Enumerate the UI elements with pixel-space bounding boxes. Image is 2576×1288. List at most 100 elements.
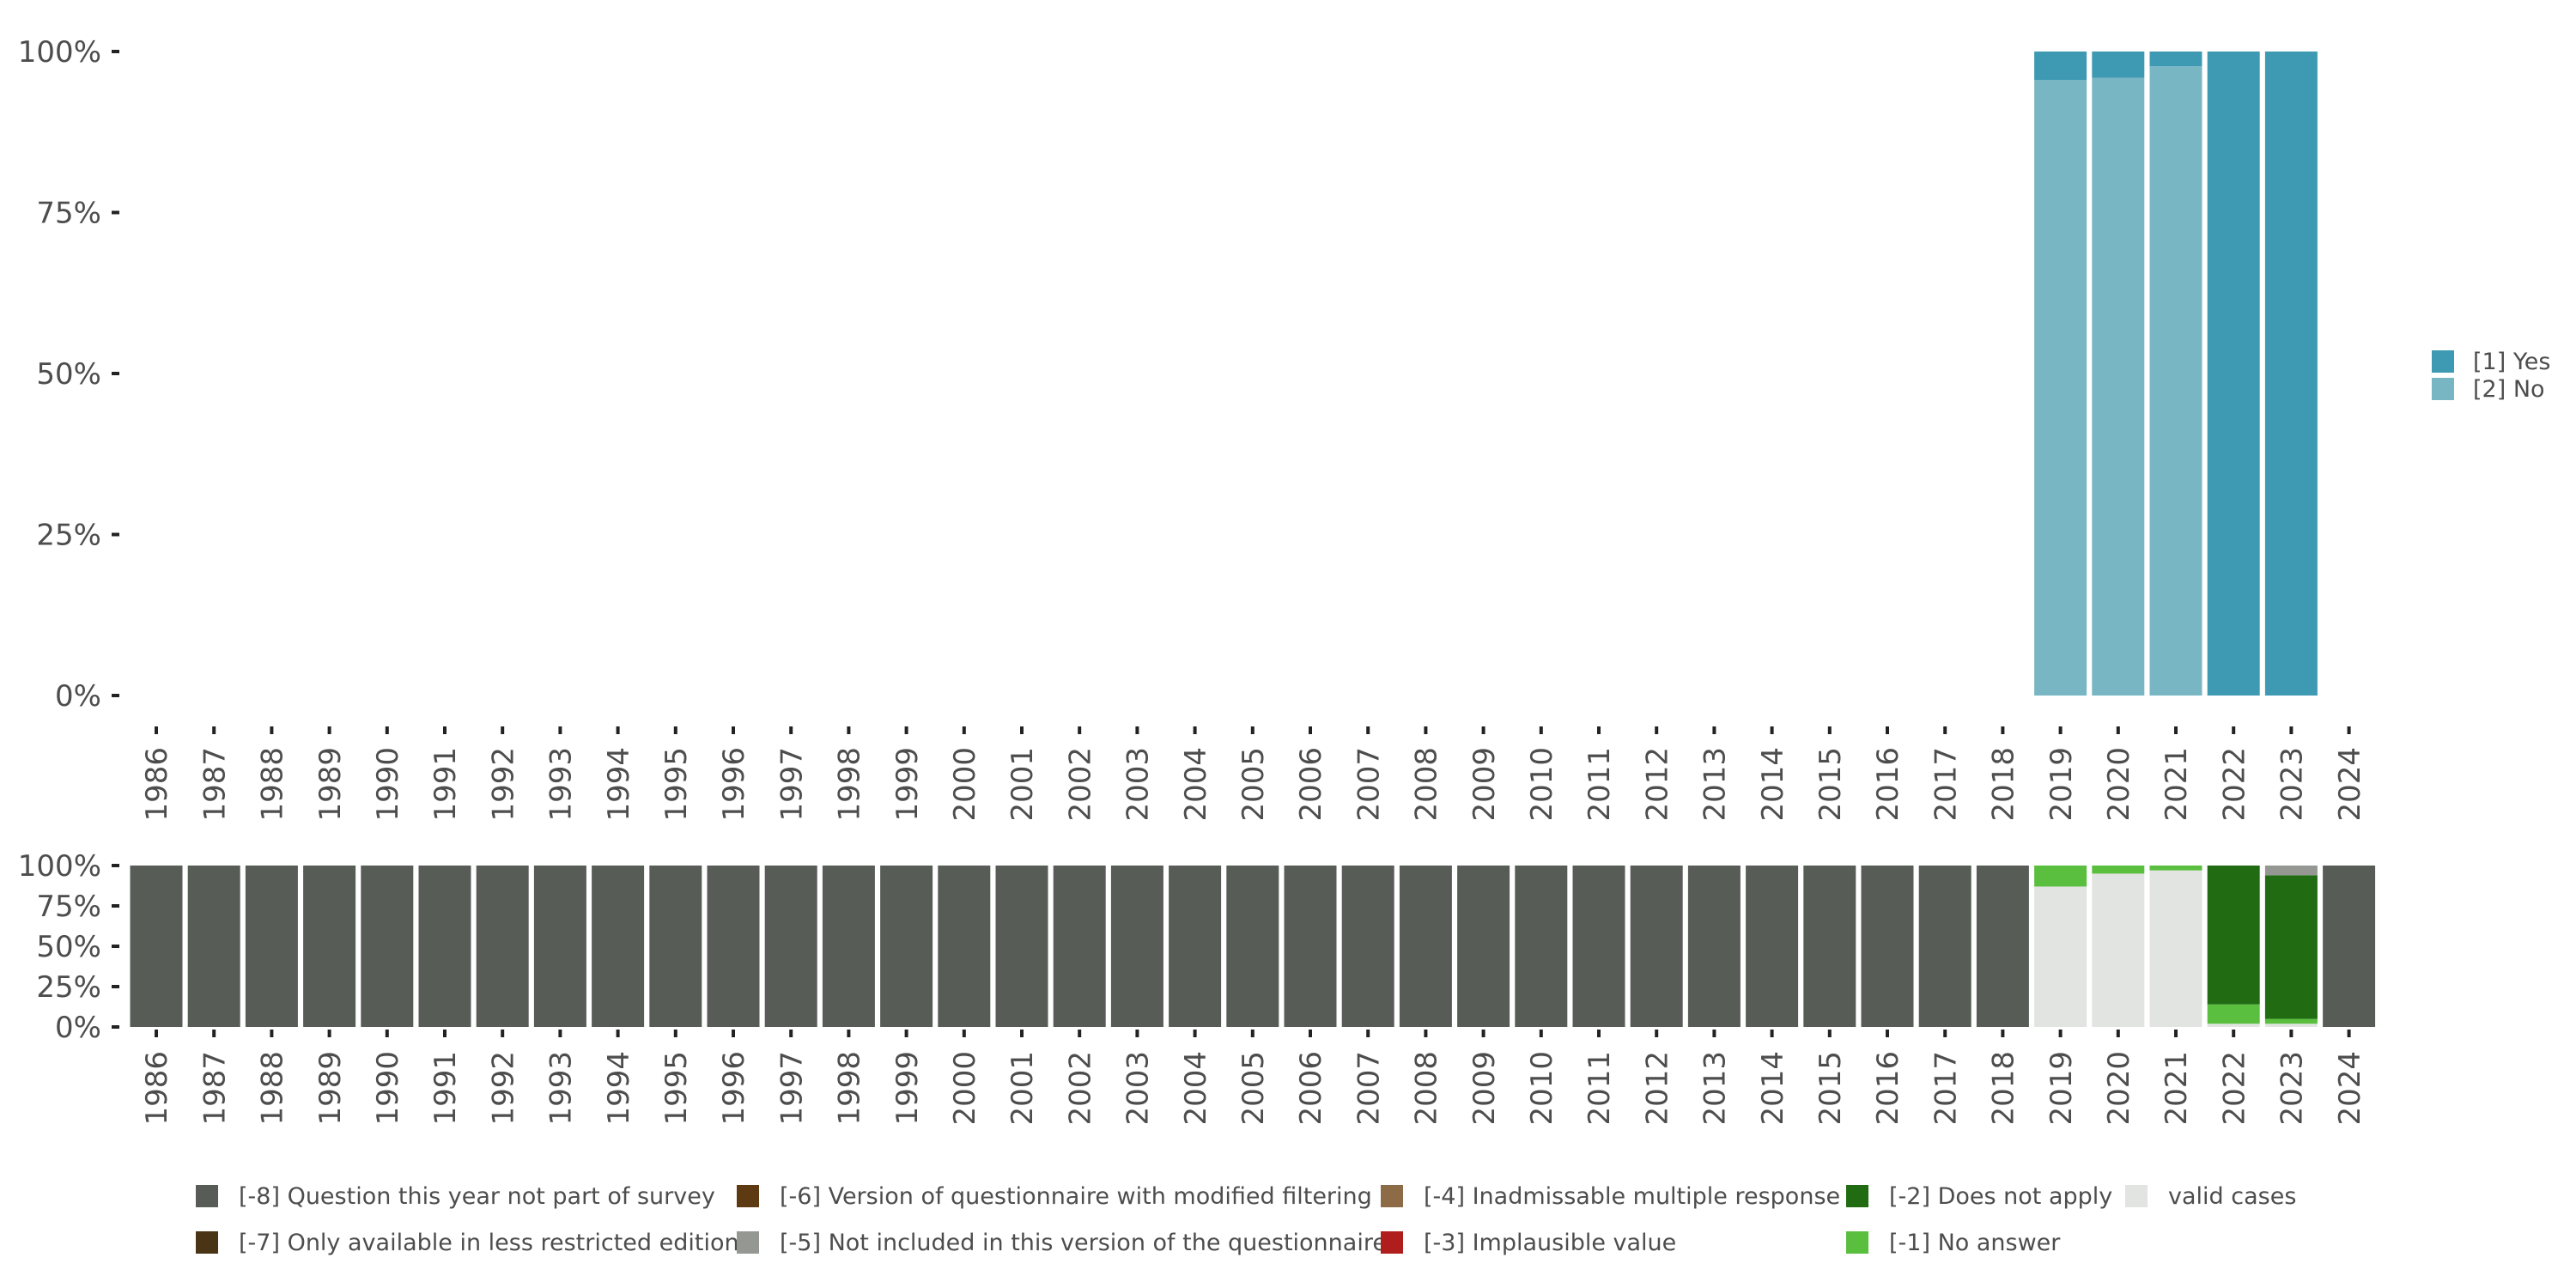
x-tick-label-1997: 1997 (775, 1051, 809, 1126)
legend-key-6-version-of-questionnaire-with-modified-filtering (737, 1185, 759, 1207)
legend-label-2-no: [2] No (2473, 376, 2545, 403)
top-x-axis: 1986 1987 1988 1989 1990 1991 1992 1993 1994 1995… (140, 726, 2367, 822)
x-tick-label-2001: 2001 (1005, 1051, 1040, 1126)
x-tick-label-2004: 2004 (1179, 747, 1213, 822)
y-tick-label: 100% (18, 849, 101, 884)
top-chart: 0% 25% 50% 75% 100% 1986 1987 1988 1989 1990 1991… (18, 35, 2551, 821)
x-tick-label-2012: 2012 (1640, 747, 1674, 822)
bar-2015-8-question-this-year-not-part-of-survey (1803, 866, 1856, 1027)
bar-1990-8-question-this-year-not-part-of-survey (361, 866, 414, 1027)
legend-key-1-no-answer (1846, 1231, 1868, 1254)
x-tick-label-2022: 2022 (2217, 1051, 2251, 1126)
x-tick-label-1993: 1993 (544, 1051, 579, 1126)
bar-2012-8-question-this-year-not-part-of-survey (1630, 866, 1683, 1027)
bar-2021-1-yes (2149, 52, 2202, 67)
x-tick-label-2022: 2022 (2217, 747, 2251, 822)
x-tick-label-1989: 1989 (313, 747, 348, 822)
x-tick-label-2001: 2001 (1005, 747, 1040, 822)
bar-2009-8-question-this-year-not-part-of-survey (1457, 866, 1510, 1027)
legend-key-3-implausible-value (1381, 1231, 1403, 1254)
bar-2001-8-question-this-year-not-part-of-survey (995, 866, 1048, 1027)
x-tick-label-2024: 2024 (2333, 1051, 2367, 1126)
bar-2024-8-question-this-year-not-part-of-survey (2323, 866, 2376, 1027)
x-tick-label-2010: 2010 (1525, 747, 1559, 822)
x-tick-label-1997: 1997 (775, 747, 809, 822)
legend-label-5-not-included-in-this-version-of-the-questionnaire: [-5] Not included in this version of the… (780, 1230, 1387, 1256)
y-tick-label: 25% (36, 970, 101, 1005)
x-tick-label-1991: 1991 (428, 1051, 463, 1126)
x-tick-label-1992: 1992 (486, 1051, 520, 1126)
x-tick-label-1987: 1987 (197, 747, 232, 822)
x-tick-label-1995: 1995 (659, 1051, 694, 1126)
legend-label-4-inadmissable-multiple-response: [-4] Inadmissable multiple response (1424, 1183, 1840, 1210)
x-tick-label-1995: 1995 (659, 747, 694, 822)
bar-2010-8-question-this-year-not-part-of-survey (1515, 866, 1568, 1027)
bar-2021-valid-cases (2149, 870, 2202, 1027)
bottom-bars (130, 866, 2376, 1027)
bar-2014-8-question-this-year-not-part-of-survey (1746, 866, 1799, 1027)
bottom-chart: 0% 25% 50% 75% 100% 1986 1987 1988 1989 1990 1991… (18, 849, 2376, 1256)
x-tick-label-2005: 2005 (1236, 747, 1271, 822)
bar-2007-8-question-this-year-not-part-of-survey (1341, 866, 1394, 1027)
x-tick-label-2023: 2023 (2275, 1051, 2310, 1126)
bar-2019-1-yes (2034, 52, 2087, 80)
bar-2022-1-yes (2207, 52, 2260, 696)
bar-2004-8-question-this-year-not-part-of-survey (1169, 866, 1222, 1027)
x-tick-label-2009: 2009 (1467, 747, 1502, 822)
x-tick-label-1986: 1986 (140, 1051, 174, 1126)
bar-2023-2-does-not-apply (2264, 875, 2318, 1019)
x-tick-label-1998: 1998 (833, 747, 867, 822)
x-tick-label-1986: 1986 (140, 747, 174, 822)
x-tick-label-2009: 2009 (1467, 1051, 1502, 1126)
x-tick-label-2017: 2017 (1929, 1051, 1963, 1126)
bar-1993-8-question-this-year-not-part-of-survey (533, 866, 586, 1027)
x-tick-label-2005: 2005 (1236, 1051, 1271, 1126)
bar-1995-8-question-this-year-not-part-of-survey (649, 866, 702, 1027)
legend-key-7-only-available-in-less-restricted-edition (196, 1231, 218, 1254)
bar-2019-valid-cases (2034, 886, 2087, 1027)
legend-key-8-question-this-year-not-part-of-survey (196, 1185, 218, 1207)
bar-2023-valid-cases (2264, 1024, 2318, 1027)
y-tick-label: 0% (55, 679, 101, 714)
bar-2022-1-no-answer (2207, 1004, 2260, 1024)
y-tick-label: 50% (36, 930, 101, 964)
x-tick-label-1994: 1994 (602, 1051, 636, 1126)
x-tick-label-1992: 1992 (486, 747, 520, 822)
y-tick-label: 100% (18, 35, 101, 70)
bar-1986-8-question-this-year-not-part-of-survey (130, 866, 183, 1027)
bar-2019-2-no (2034, 80, 2087, 696)
x-tick-label-2015: 2015 (1814, 1051, 1848, 1126)
x-tick-label-2016: 2016 (1871, 1051, 1905, 1126)
bar-2018-8-question-this-year-not-part-of-survey (1976, 866, 2029, 1027)
x-tick-label-2015: 2015 (1814, 747, 1848, 822)
x-tick-label-2021: 2021 (2160, 747, 2194, 822)
x-tick-label-2004: 2004 (1179, 1051, 1213, 1126)
y-tick-label: 25% (36, 519, 101, 553)
bar-2013-8-question-this-year-not-part-of-survey (1687, 866, 1741, 1027)
legend-key-valid-cases (2125, 1185, 2148, 1207)
bar-1997-8-question-this-year-not-part-of-survey (764, 866, 817, 1027)
bar-2021-1-no-answer (2149, 866, 2202, 871)
bar-1992-8-question-this-year-not-part-of-survey (476, 866, 529, 1027)
x-tick-label-2020: 2020 (2102, 747, 2136, 822)
x-tick-label-2023: 2023 (2275, 747, 2310, 822)
bar-2022-2-does-not-apply (2207, 866, 2260, 1005)
bar-1989-8-question-this-year-not-part-of-survey (303, 866, 356, 1027)
x-tick-label-1993: 1993 (544, 747, 579, 822)
bar-1999-8-question-this-year-not-part-of-survey (880, 866, 933, 1027)
bar-1991-8-question-this-year-not-part-of-survey (418, 866, 471, 1027)
x-tick-label-1988: 1988 (256, 1051, 290, 1126)
x-tick-label-1999: 1999 (890, 1051, 925, 1126)
bar-2005-8-question-this-year-not-part-of-survey (1226, 866, 1279, 1027)
x-tick-label-1988: 1988 (256, 747, 290, 822)
top-y-axis: 0% 25% 50% 75% 100% (18, 35, 119, 714)
bar-2008-8-question-this-year-not-part-of-survey (1399, 866, 1452, 1027)
legend-label-1-no-answer: [-1] No answer (1889, 1230, 2061, 1256)
bar-2023-5-not-included-in-this-version-of-the-questionnaire (2264, 866, 2318, 876)
legend-label-6-version-of-questionnaire-with-modified-filtering: [-6] Version of questionnaire with modif… (780, 1183, 1372, 1210)
bar-2002-8-question-this-year-not-part-of-survey (1053, 866, 1106, 1027)
x-tick-label-2016: 2016 (1871, 747, 1905, 822)
bar-2022-valid-cases (2207, 1024, 2260, 1027)
x-tick-label-2013: 2013 (1698, 747, 1733, 822)
x-tick-label-2008: 2008 (1410, 747, 1444, 822)
